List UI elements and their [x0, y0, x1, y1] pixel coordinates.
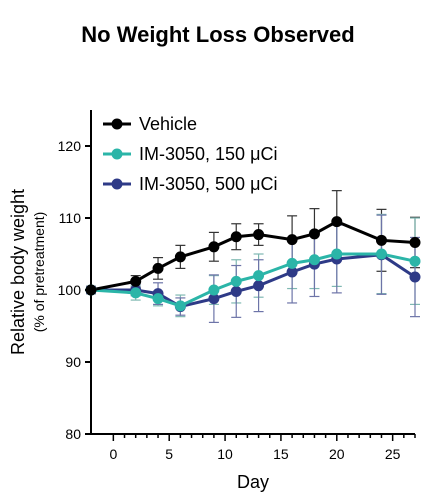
legend-swatch-marker — [111, 178, 123, 190]
y-tick-label: 110 — [59, 210, 82, 226]
data-point — [130, 287, 142, 299]
data-point — [375, 248, 387, 260]
data-point — [409, 255, 421, 267]
series-3 — [86, 214, 420, 323]
x-tick-label: 10 — [217, 446, 233, 462]
data-point — [230, 231, 242, 243]
data-point — [331, 216, 343, 228]
chart-title: No Weight Loss Observed — [81, 22, 354, 47]
x-tick-label: 20 — [329, 446, 345, 462]
x-tick-label: 15 — [273, 446, 289, 462]
data-point — [152, 293, 164, 305]
legend: Vehicle IM-3050, 150 μCi IM-3050, 500 μCi — [103, 114, 277, 194]
data-point — [230, 285, 242, 297]
x-axis-label: Day — [237, 472, 269, 492]
data-point — [308, 254, 320, 266]
data-point — [409, 271, 421, 283]
data-point — [375, 234, 387, 246]
data-point — [230, 275, 242, 287]
x-tick-label: 5 — [165, 446, 173, 462]
y-tick-label: 100 — [58, 282, 82, 298]
data-point — [208, 241, 220, 253]
data-point — [253, 229, 265, 241]
legend-label: Vehicle — [139, 114, 197, 134]
y-tick-label: 120 — [58, 138, 82, 154]
data-point — [331, 248, 343, 260]
y-axis-sublabel: (% of pretreatment) — [31, 212, 47, 333]
data-point — [130, 275, 142, 287]
y-tick-label: 90 — [65, 354, 81, 370]
data-point — [286, 257, 298, 269]
data-point — [253, 280, 265, 292]
plot-area — [85, 190, 421, 323]
y-ticks: 80 90 100 110 120 — [58, 138, 91, 442]
data-point — [253, 270, 265, 282]
data-point — [208, 284, 220, 296]
data-point — [308, 228, 320, 240]
legend-label: IM-3050, 500 μCi — [139, 174, 277, 194]
x-tick-label: 0 — [109, 446, 117, 462]
data-point — [174, 300, 186, 312]
y-tick-label: 80 — [65, 426, 81, 442]
y-axis-label: Relative body weight — [8, 189, 28, 355]
data-point — [409, 236, 421, 248]
legend-label: IM-3050, 150 μCi — [139, 144, 277, 164]
data-point — [174, 251, 186, 263]
axes — [90, 110, 415, 435]
data-point — [85, 284, 97, 296]
x-ticks: 0 5 10 15 20 25 — [109, 434, 416, 462]
data-point — [286, 234, 298, 246]
series-2 — [86, 213, 420, 318]
data-point — [152, 262, 164, 274]
legend-swatch-marker — [111, 148, 123, 160]
legend-swatch-marker — [111, 118, 123, 130]
x-tick-label: 25 — [385, 446, 401, 462]
